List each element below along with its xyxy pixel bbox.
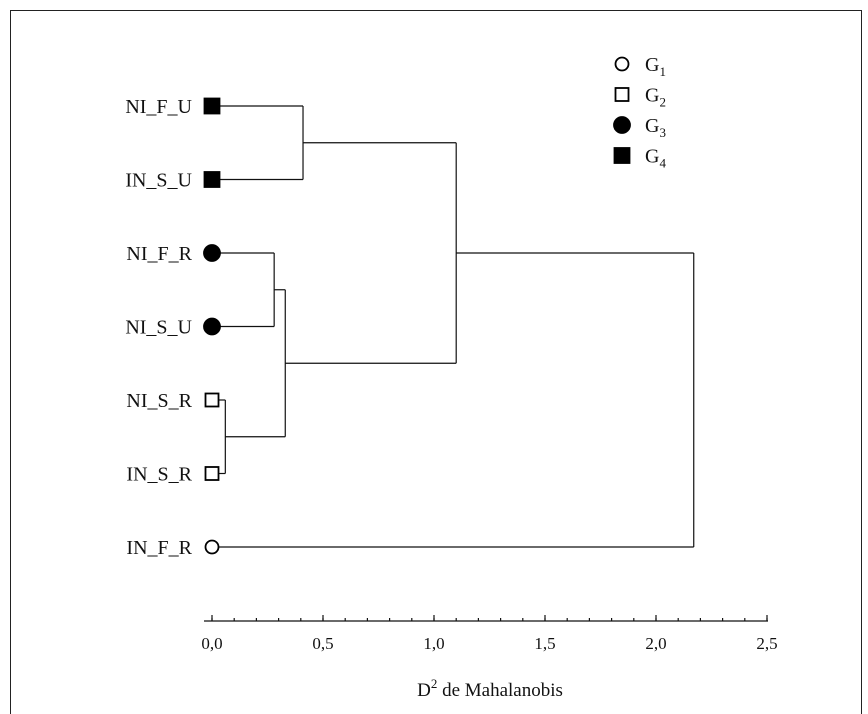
leaf-label: NI_F_U <box>125 96 192 118</box>
legend-label-G4: G4 <box>645 146 666 171</box>
x-axis: 0,0 0,5 1,0 1,5 2,0 2,5 D2 de Mahalanobis <box>201 615 778 701</box>
leaf-marker-IN_S_U <box>203 171 221 188</box>
leaf-label: NI_S_R <box>126 390 192 412</box>
legend-marker-G4 <box>613 147 631 164</box>
leaf-label: NI_F_R <box>126 243 192 265</box>
leaf-label: IN_S_U <box>125 170 192 192</box>
leaf-marker-IN_F_R <box>204 539 220 555</box>
x-axis-title: D2 de Mahalanobis <box>417 676 563 701</box>
leaf-label: IN_F_R <box>126 537 192 559</box>
x-tick-label: 1,0 <box>423 634 444 653</box>
dendrogram-links <box>212 105 695 548</box>
legend-marker-G3 <box>613 116 631 134</box>
legend-marker-G1 <box>614 56 630 72</box>
leaf-marker-NI_S_R <box>204 392 220 408</box>
leaf-marker-IN_S_R <box>204 466 220 481</box>
x-tick-label: 0,0 <box>201 634 222 653</box>
legend-label-G3: G3 <box>645 115 666 140</box>
leaf-label: NI_S_U <box>125 317 192 339</box>
x-tick-label: 0,5 <box>312 634 333 653</box>
chart-frame <box>10 10 862 714</box>
leaf-marker-NI_F_U <box>203 97 221 115</box>
legend-label-G1: G1 <box>645 54 666 79</box>
leaf-marker-NI_F_R <box>203 244 221 262</box>
x-tick-label: 2,0 <box>645 634 666 653</box>
legend-marker-G2 <box>614 87 630 102</box>
leaf-label: IN_S_R <box>126 464 192 486</box>
x-tick-label: 2,5 <box>756 634 777 653</box>
legend: G1 G2 G3 G4 <box>613 54 666 171</box>
leaf-marker-NI_S_U <box>203 317 221 336</box>
legend-label-G2: G2 <box>645 85 666 110</box>
x-tick-label: 1,5 <box>534 634 555 653</box>
leaf-markers: NI_F_U IN_S_U NI_F_R NI_S_U NI_S_R IN_S_R IN_F… <box>125 96 221 559</box>
